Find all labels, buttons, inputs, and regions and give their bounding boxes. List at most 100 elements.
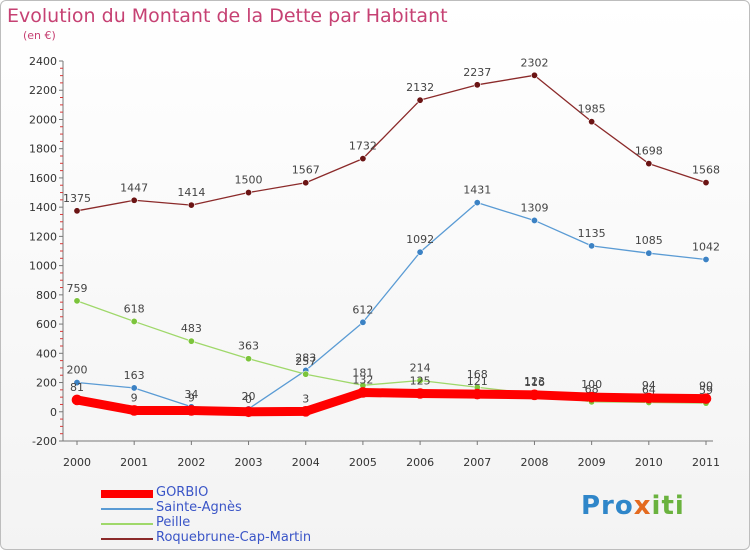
point-roquebrune-cap-martin-2006 [416,96,424,104]
y-tick-label-12: 2200 [29,84,57,97]
point-gorbio-2008 [529,389,540,401]
point-roquebrune-cap-martin-2001 [130,196,138,204]
data-label-gorbio-2008: 116 [524,376,545,389]
point-peille-2006 [416,376,424,384]
data-label-gorbio-2009: 100 [581,378,602,391]
legend-swatch-peille [101,523,153,525]
y-tick-label-10: 1800 [29,143,57,156]
point-roquebrune-cap-martin-2002 [187,201,195,209]
data-label-peille-2007: 168 [467,368,488,381]
logo-part-1: Pro [581,491,634,521]
y-tick-label-3: 400 [36,347,57,360]
data-label-sainte-agn-s-2003: 20 [242,390,256,403]
data-label-sainte-agn-s-2005: 612 [352,303,373,316]
point-peille-2003 [245,355,253,363]
data-label-gorbio-2010: 94 [642,379,656,392]
data-label-peille-2011: 59 [699,384,713,397]
data-label-peille-2003: 363 [238,340,259,353]
point-roquebrune-cap-martin-2010 [645,160,653,168]
point-gorbio-2009 [586,391,597,403]
point-gorbio-2002 [186,405,197,416]
data-label-roquebrune-cap-martin-2003: 1500 [235,174,263,187]
data-label-peille-2006: 214 [410,361,431,374]
data-label-roquebrune-cap-martin-2008: 2302 [520,56,548,69]
data-label-gorbio-2005: 132 [352,373,373,386]
y-tick-label-13: 2400 [29,55,57,68]
point-roquebrune-cap-martin-2009 [588,118,596,126]
data-label-sainte-agn-s-2006: 1092 [406,233,434,246]
point-gorbio-2010 [643,392,655,404]
data-label-sainte-agn-s-2008: 1309 [520,201,548,214]
point-sainte-agn-s-2008 [530,216,538,224]
legend-swatch-gorbio [101,490,153,498]
point-gorbio-2011 [700,393,712,404]
data-label-peille-2002: 483 [181,322,202,335]
legend-item-sainte-agnes: Sainte-Agnès [101,500,361,516]
x-tick-label-2007: 2007 [463,456,491,469]
data-label-sainte-agn-s-2002: 34 [184,388,198,401]
y-tick-label-5: 800 [36,289,57,302]
data-label-sainte-agn-s-2001: 163 [124,369,145,382]
data-label-gorbio-2003: 0 [245,393,252,406]
data-label-peille-2008: 123 [524,375,545,388]
y-tick-label-4: 600 [36,318,57,331]
x-tick-label-2004: 2004 [292,456,320,469]
point-roquebrune-cap-martin-2000 [73,207,81,215]
x-tick-label-2005: 2005 [349,456,377,469]
chart-title: Evolution du Montant de la Dette par Hab… [7,5,448,27]
y-tick-label-11: 2000 [29,113,57,126]
legend-swatch-roquebrune [101,538,153,540]
data-label-gorbio-2011: 90 [699,380,713,393]
data-label-peille-2000: 759 [67,282,88,295]
point-sainte-agn-s-2005 [359,318,367,326]
point-sainte-agn-s-2001 [130,384,138,392]
data-label-peille-2001: 618 [124,302,145,315]
data-label-sainte-agn-s-2007: 1431 [463,184,491,197]
legend-item-gorbio: GORBIO [101,485,361,501]
data-label-peille-2010: 64 [642,383,656,396]
data-label-sainte-agn-s-2009: 1135 [578,227,606,240]
point-peille-2002 [187,337,195,345]
y-tick-label-8: 1400 [29,201,57,214]
y-tick-label-0: -200 [32,435,57,448]
point-roquebrune-cap-martin-2004 [302,179,310,187]
data-label-peille-2005: 181 [352,366,373,379]
y-tick-label-2: 200 [36,377,57,390]
data-label-peille-2004: 257 [295,355,316,368]
legend-label-sainte-agnes: Sainte-Agnès [156,500,242,515]
data-label-roquebrune-cap-martin-2010: 1698 [635,145,663,158]
legend: GORBIO Sainte-Agnès Peille Roquebrune-Ca… [101,485,361,546]
x-tick-label-2009: 2009 [578,456,606,469]
point-gorbio-2007 [471,388,483,400]
logo-part-2: x [633,491,652,521]
series-line-gorbio [72,387,711,417]
unit-label: (en €) [23,29,56,42]
point-gorbio-2004 [300,406,312,417]
y-tick-label-7: 1200 [29,230,57,243]
legend-label-roquebrune: Roquebrune-Cap-Martin [156,530,312,545]
point-roquebrune-cap-martin-2008 [530,71,538,79]
x-tick-label-2003: 2003 [235,456,263,469]
data-label-gorbio-2000: 81 [70,381,84,394]
data-label-roquebrune-cap-martin-2002: 1414 [177,186,205,199]
legend-label-gorbio: GORBIO [156,485,209,500]
data-label-roquebrune-cap-martin-2005: 1732 [349,140,377,153]
point-sainte-agn-s-2010 [645,249,653,257]
point-peille-2001 [130,317,138,325]
data-label-gorbio-2001: 9 [131,391,138,404]
point-sainte-agn-s-2006 [416,248,424,256]
point-sainte-agn-s-2009 [588,242,596,250]
data-label-roquebrune-cap-martin-2007: 2237 [463,66,491,79]
point-peille-2004 [302,370,310,378]
proxiti-logo: Proxiti [581,491,685,521]
point-gorbio-2005 [357,387,369,398]
y-tick-label-6: 1000 [29,260,57,273]
point-sainte-agn-s-2011 [702,255,710,263]
point-roquebrune-cap-martin-2007 [473,81,481,89]
series-line-roquebrune-cap-martin [76,74,707,212]
x-tick-label-2011: 2011 [692,456,720,469]
data-label-gorbio-2002: 9 [188,391,195,404]
y-tick-label-9: 1600 [29,172,57,185]
series-line-peille [76,300,707,404]
